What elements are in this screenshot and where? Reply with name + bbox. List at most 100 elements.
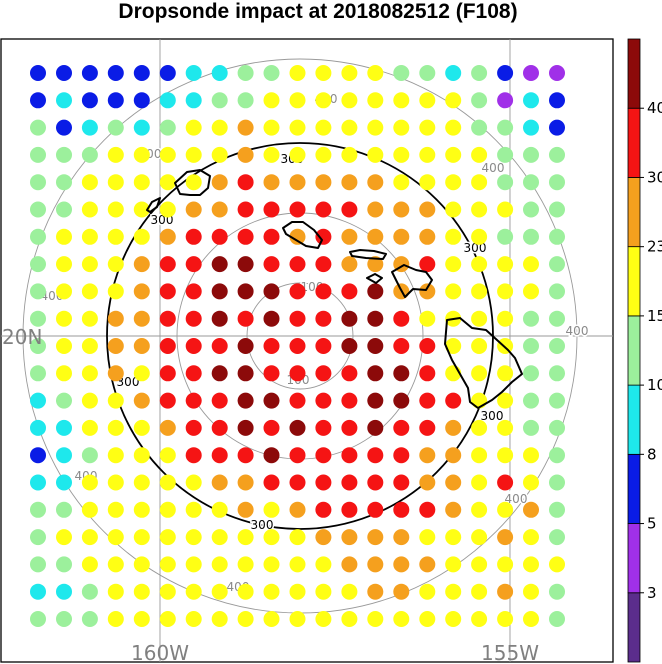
impact-dot-yellow — [107, 146, 124, 163]
impact-dot-orange — [445, 474, 462, 491]
impact-dot-red — [263, 419, 280, 436]
impact-dot-yellow — [107, 556, 124, 573]
impact-dot-yellow — [81, 419, 98, 436]
impact-dot-light-green — [56, 501, 72, 518]
impact-dot-orange — [237, 146, 254, 163]
impact-dot-yellow — [133, 174, 150, 191]
impact-dot-yellow — [81, 283, 98, 300]
impact-dot-yellow — [471, 474, 488, 491]
impact-dot-light-green — [56, 611, 72, 627]
impact-dot-light-green — [30, 501, 46, 518]
impact-dot-light-green — [263, 65, 280, 81]
impact-dot-red — [185, 283, 202, 300]
impact-dot-yellow — [471, 201, 488, 218]
impact-dot-yellow — [133, 474, 150, 491]
impact-dot-red — [289, 447, 306, 464]
impact-dot-yellow — [419, 146, 436, 163]
impact-dot-light-green — [471, 92, 488, 109]
impact-dot-yellow — [315, 119, 332, 136]
impact-dot-yellow — [237, 583, 254, 600]
impact-dot-yellow — [471, 283, 488, 300]
impact-dot-cyan — [185, 65, 202, 81]
colorbar-block — [627, 38, 641, 109]
impact-dot-yellow — [315, 65, 332, 81]
impact-dot-light-green — [497, 146, 514, 163]
impact-dot-blue — [30, 447, 46, 464]
impact-dot-yellow — [289, 146, 306, 163]
maui-island — [391, 264, 433, 298]
impact-dot-yellow — [341, 146, 358, 163]
impact-dot-yellow — [107, 174, 124, 191]
impact-dot-red — [185, 310, 202, 327]
impact-dot-yellow — [263, 146, 280, 163]
impact-dot-light-green — [107, 119, 124, 136]
ring-label-400: 400 — [482, 161, 505, 175]
impact-dot-light-green — [549, 365, 565, 382]
impact-dot-yellow — [56, 338, 72, 354]
impact-dot-light-green — [549, 501, 565, 518]
impact-dot-yellow — [445, 92, 462, 109]
impact-dot-yellow — [81, 201, 98, 218]
impact-dot-yellow — [107, 392, 124, 409]
impact-dot-orange — [107, 310, 124, 327]
impact-dot-dark-red — [237, 256, 254, 273]
impact-dot-orange — [341, 228, 358, 245]
impact-dot-yellow — [263, 611, 280, 627]
impact-dot-red — [289, 338, 306, 354]
impact-dot-red — [263, 338, 280, 354]
impact-dot-yellow — [107, 228, 124, 245]
impact-dot-yellow — [133, 556, 150, 573]
impact-dot-light-green — [30, 529, 46, 546]
impact-dot-yellow — [107, 256, 124, 273]
impact-dot-yellow — [56, 365, 72, 382]
impact-dot-red — [367, 474, 384, 491]
impact-dot-light-green — [81, 583, 98, 600]
impact-dot-yellow — [523, 611, 539, 627]
impact-dot-yellow — [445, 529, 462, 546]
impact-dot-yellow — [471, 447, 488, 464]
impact-dot-cyan — [30, 392, 46, 409]
impact-dot-orange — [133, 338, 150, 354]
impact-dot-red — [315, 201, 332, 218]
impact-dot-yellow — [471, 310, 488, 327]
impact-dot-yellow — [471, 338, 488, 354]
impact-dot-yellow — [185, 146, 202, 163]
impact-dot-light-green — [237, 92, 254, 109]
impact-dot-cyan — [211, 65, 228, 81]
impact-dot-yellow — [133, 611, 150, 627]
impact-dot-orange — [341, 256, 358, 273]
impact-dot-purple — [523, 65, 539, 81]
impact-dot-red — [367, 501, 384, 518]
impact-dot-cyan — [185, 92, 202, 109]
impact-dot-yellow — [523, 447, 539, 464]
impact-dot-yellow — [341, 583, 358, 600]
impact-dot-light-green — [523, 201, 539, 218]
impact-dot-dark-red — [237, 338, 254, 354]
impact-dot-yellow — [107, 447, 124, 464]
impact-dot-yellow — [81, 501, 98, 518]
impact-dot-red — [315, 256, 332, 273]
impact-dot-red — [211, 419, 228, 436]
impact-dot-orange — [237, 119, 254, 136]
impact-dot-yellow — [367, 146, 384, 163]
impact-dot-dark-red — [237, 365, 254, 382]
impact-dot-yellow — [497, 256, 514, 273]
impact-dot-red — [289, 474, 306, 491]
impact-dot-orange — [211, 201, 228, 218]
impact-dot-yellow — [81, 529, 98, 546]
impact-dot-red — [185, 338, 202, 354]
impact-dot-red — [419, 256, 436, 273]
colorbar-block — [627, 246, 641, 317]
impact-dot-yellow — [471, 419, 488, 436]
impact-dot-yellow — [393, 611, 410, 627]
impact-dot-cyan — [523, 119, 539, 136]
impact-dot-yellow — [523, 474, 539, 491]
impact-dot-light-green — [549, 174, 565, 191]
impact-dot-yellow — [107, 201, 124, 218]
impact-dot-yellow — [471, 174, 488, 191]
impact-dot-orange — [419, 228, 436, 245]
impact-dot-yellow — [211, 583, 228, 600]
impact-dot-blue — [56, 119, 72, 136]
impact-dot-yellow — [81, 474, 98, 491]
impact-dot-red — [289, 392, 306, 409]
